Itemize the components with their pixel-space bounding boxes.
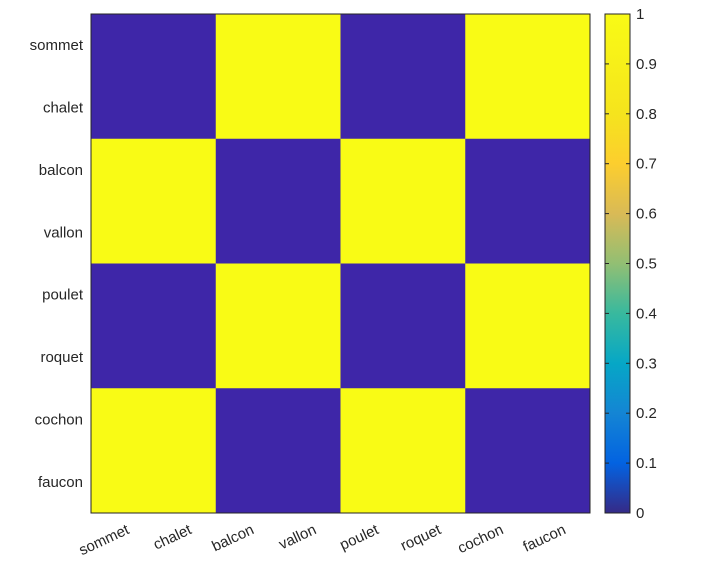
colorbar-tick-label: 0 [636, 505, 644, 522]
colorbar-ticks: 0 0.1 0.2 0.3 0.4 0.5 0.6 0.7 0.8 0.9 1 [605, 6, 657, 522]
heatmap-cells [91, 14, 591, 514]
y-tick-label: sommet [30, 37, 84, 54]
heatmap-cell [215, 138, 341, 264]
x-tick-label: chalet [151, 521, 195, 554]
y-axis-labels: sommet chalet balcon vallon poulet roquet coch… [30, 37, 84, 491]
x-tick-label: faucon [520, 521, 568, 555]
heatmap-cell [215, 388, 341, 514]
x-tick-label: balcon [209, 521, 256, 555]
colorbar-tick-label: 0.3 [636, 355, 657, 372]
colorbar-tick-label: 1 [636, 6, 644, 23]
plot-frame [90, 13, 591, 514]
heatmap-cell [91, 263, 217, 389]
y-tick-label: faucon [38, 474, 83, 491]
heatmap-cell [91, 14, 217, 140]
colorbar-tick-label: 0.6 [636, 206, 657, 223]
y-tick-label: chalet [43, 100, 84, 117]
x-tick-label: poulet [337, 521, 382, 554]
x-tick-label: cochon [455, 521, 506, 557]
x-tick-label: sommet [76, 521, 132, 559]
heatmap-cell [215, 14, 341, 140]
heatmap-cell [340, 263, 466, 389]
x-tick-label: roquet [398, 521, 444, 555]
heatmap-cell [340, 388, 466, 514]
colorbar-tick-label: 0.7 [636, 156, 657, 173]
colorbar [604, 13, 631, 514]
heatmap-cell [215, 263, 341, 389]
y-tick-label: poulet [42, 287, 84, 304]
colorbar-tick-label: 0.1 [636, 455, 657, 472]
heatmap-cell [340, 138, 466, 264]
heatmap-cell [91, 138, 217, 264]
colorbar-tick-label: 0.4 [636, 305, 657, 322]
heatmap-cell [465, 138, 591, 264]
y-tick-label: balcon [39, 162, 83, 179]
colorbar-tick-label: 0.8 [636, 106, 657, 123]
heatmap-cell [465, 388, 591, 514]
colorbar-tick-label: 0.9 [636, 56, 657, 73]
colorbar-tick-label: 0.5 [636, 256, 657, 273]
heatmap-cell [465, 14, 591, 140]
x-axis-labels: sommet chalet balcon vallon poulet roquet coch… [76, 521, 568, 559]
y-tick-label: roquet [40, 349, 83, 366]
heatmap-cell [340, 14, 466, 140]
heatmap-cell [465, 263, 591, 389]
y-tick-label: vallon [44, 224, 83, 241]
colorbar-tick-label: 0.2 [636, 405, 657, 422]
heatmap-cell [91, 388, 217, 514]
y-tick-label: cochon [35, 411, 83, 428]
x-tick-label: vallon [276, 521, 319, 553]
